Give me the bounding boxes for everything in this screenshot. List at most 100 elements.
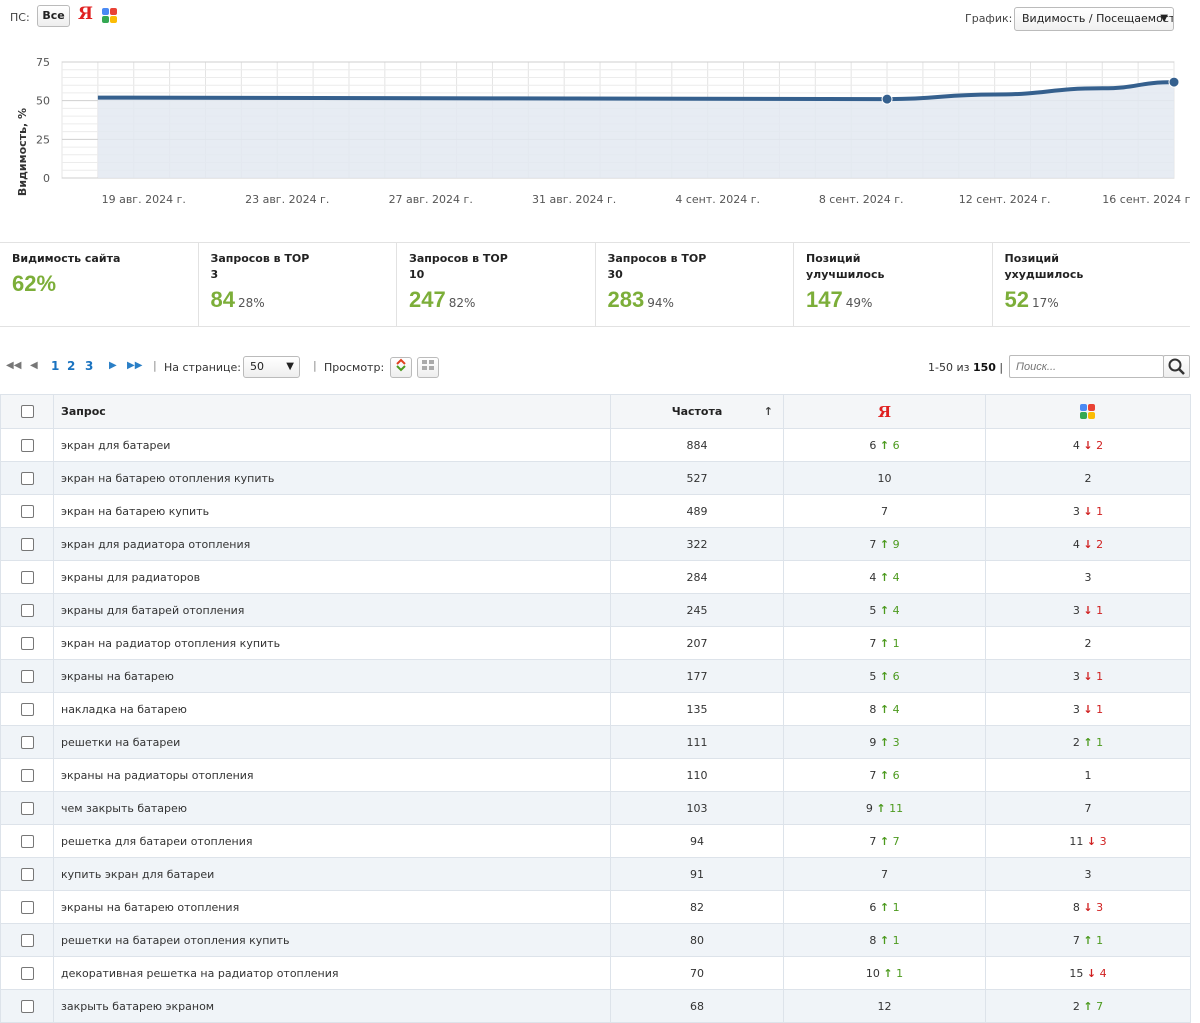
- table-row[interactable]: решетка для батареи отопления 94 7 ↑ 7 11 ↓…: [0, 824, 1191, 858]
- yandex-position: 10: [865, 966, 880, 980]
- google-column-header[interactable]: [985, 394, 1191, 429]
- google-position: 4: [1072, 438, 1080, 452]
- prev-page-icon[interactable]: ◀: [30, 360, 38, 371]
- row-checkbox[interactable]: [20, 636, 34, 650]
- per-page-select[interactable]: 50 ▼: [243, 356, 300, 378]
- graph-type-select[interactable]: Видимость / Посещаемость ▼: [1014, 7, 1174, 31]
- yandex-position: 4: [869, 570, 877, 584]
- table-row[interactable]: экран на батарею купить 489 7 3 ↓ 1: [0, 494, 1191, 528]
- row-checkbox[interactable]: [20, 471, 34, 485]
- row-select-cell: [0, 758, 54, 792]
- row-select-cell: [0, 725, 54, 759]
- stat-percent: 94%: [647, 296, 674, 310]
- row-checkbox[interactable]: [20, 867, 34, 881]
- search-icon: [1168, 358, 1185, 375]
- google-cell: 3 ↓ 1: [985, 494, 1191, 528]
- yandex-column-header[interactable]: Я: [783, 394, 986, 429]
- yandex-position: 6: [869, 438, 877, 452]
- view-grid-button[interactable]: [417, 357, 439, 378]
- google-position: 15: [1069, 966, 1084, 980]
- select-all-checkbox[interactable]: [20, 405, 34, 419]
- arrow-down-icon: ↓: [1086, 966, 1097, 980]
- google-position: 3: [1072, 669, 1080, 683]
- table-row[interactable]: закрыть батарею экраном 68 12 2 ↑ 7: [0, 989, 1191, 1023]
- row-checkbox[interactable]: [20, 999, 34, 1013]
- frequency-cell: 245: [610, 593, 784, 627]
- first-page-icon[interactable]: ◀◀: [6, 360, 22, 371]
- table-row[interactable]: декоративная решетка на радиатор отоплен…: [0, 956, 1191, 990]
- row-checkbox[interactable]: [20, 966, 34, 980]
- yandex-position-change: 7: [892, 834, 900, 848]
- row-select-cell: [0, 890, 54, 924]
- arrow-down-icon: ↓: [1083, 438, 1093, 452]
- page-link-3[interactable]: 3: [85, 359, 94, 373]
- visibility-line: [97, 80, 1175, 102]
- row-checkbox[interactable]: [20, 768, 34, 782]
- row-checkbox[interactable]: [20, 900, 34, 914]
- yandex-position: 12: [877, 999, 892, 1013]
- arrow-up-icon: ↑: [879, 702, 890, 716]
- x-tick-label: 8 сент. 2024 г.: [819, 193, 904, 206]
- stat-label: Запросов в TOP 3: [210, 252, 310, 281]
- frequency-column-header[interactable]: Частота ↑: [610, 394, 784, 429]
- frequency-cell: 70: [610, 956, 784, 990]
- yandex-position: 10: [877, 471, 892, 485]
- table-row[interactable]: экран на батарею отопления купить 527 10 2: [0, 461, 1191, 495]
- stat-label: Позиций улучшилось: [806, 252, 885, 281]
- frequency-cell: 207: [610, 626, 784, 660]
- row-checkbox[interactable]: [20, 603, 34, 617]
- row-checkbox[interactable]: [20, 801, 34, 815]
- row-checkbox[interactable]: [20, 537, 34, 551]
- google-position: 7: [1084, 801, 1092, 815]
- data-point: [1168, 76, 1180, 88]
- view-compare-button[interactable]: [390, 357, 412, 378]
- google-cell: 7 ↑ 1: [985, 923, 1191, 957]
- row-checkbox[interactable]: [20, 702, 34, 716]
- row-checkbox[interactable]: [20, 669, 34, 683]
- search-input[interactable]: [1009, 355, 1164, 378]
- row-checkbox[interactable]: [20, 834, 34, 848]
- row-checkbox[interactable]: [20, 570, 34, 584]
- table-row[interactable]: чем закрыть батарею 103 9 ↑ 11 7: [0, 791, 1191, 825]
- table-row[interactable]: экран на радиатор отопления купить 207 7 ↑…: [0, 626, 1191, 660]
- row-checkbox[interactable]: [20, 438, 34, 452]
- stat-value-wrap: 52 17%: [1005, 287, 1179, 313]
- stat-card: Видимость сайта 62%: [0, 243, 198, 326]
- row-checkbox[interactable]: [20, 735, 34, 749]
- engine-all-button[interactable]: Все: [37, 5, 70, 27]
- table-row[interactable]: купить экран для батареи 91 7 3: [0, 857, 1191, 891]
- query-column-header[interactable]: Запрос: [53, 394, 611, 429]
- page-link-1[interactable]: 1: [51, 359, 60, 373]
- yandex-position-change: 6: [892, 669, 900, 683]
- yandex-cell: 7 ↑ 7: [783, 824, 986, 858]
- search-button[interactable]: [1163, 355, 1190, 378]
- table-row[interactable]: решетки на батареи отопления купить 80 8 ↑…: [0, 923, 1191, 957]
- google-position: 2: [1072, 735, 1080, 749]
- visibility-area: [97, 82, 1174, 178]
- stat-percent: 49%: [845, 296, 873, 310]
- google-icon[interactable]: [102, 8, 118, 24]
- graph-type-label: График:: [965, 12, 1013, 25]
- next-page-icon[interactable]: ▶: [109, 360, 117, 371]
- separator: |: [313, 359, 317, 372]
- stat-value-wrap: 283 94%: [608, 287, 782, 313]
- stat-value: 283: [607, 287, 645, 312]
- yandex-position: 7: [881, 867, 888, 881]
- page-link-2[interactable]: 2: [67, 359, 76, 373]
- query-cell: решетка для батареи отопления: [53, 824, 611, 858]
- row-checkbox[interactable]: [20, 933, 34, 947]
- last-page-icon[interactable]: ▶▶: [127, 360, 143, 371]
- x-tick-label: 4 сент. 2024 г.: [675, 193, 760, 206]
- query-cell: экраны на батарею отопления: [53, 890, 611, 924]
- yandex-icon[interactable]: Я: [78, 4, 93, 24]
- row-checkbox[interactable]: [20, 504, 34, 518]
